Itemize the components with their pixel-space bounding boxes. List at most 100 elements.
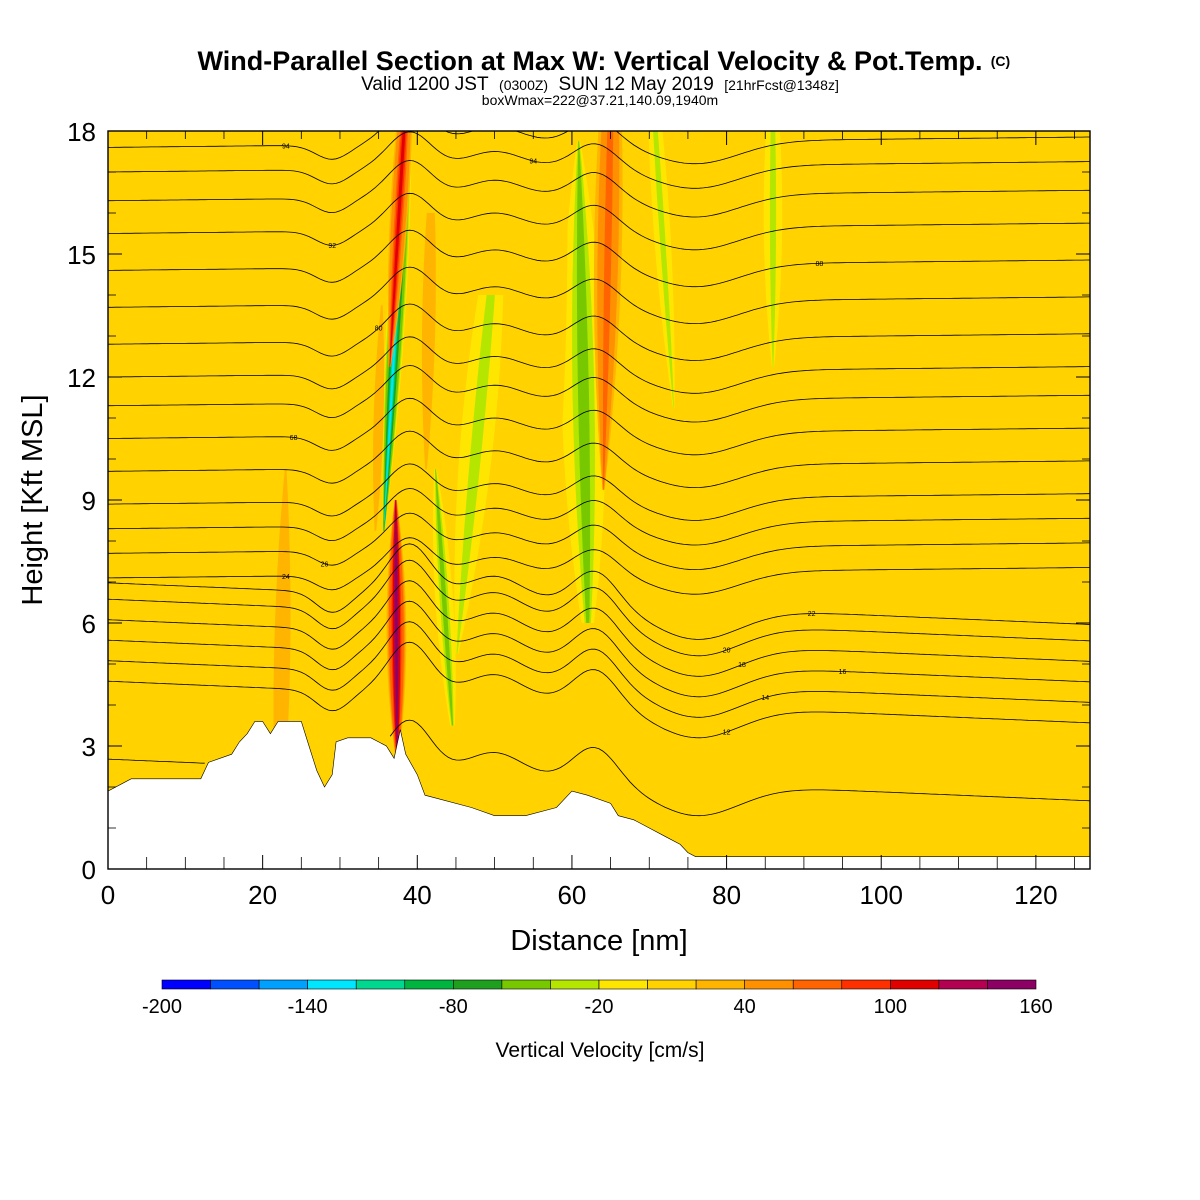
velocity-feature-updraft-2 — [387, 131, 412, 367]
theta-isoline — [108, 537, 1090, 595]
valid-date: SUN 12 May 2019 — [559, 74, 714, 95]
colorbar-swatch — [404, 979, 454, 990]
velocity-feature-updraft-11 — [373, 305, 385, 531]
colorbar-swatch — [647, 979, 697, 990]
isoline-label: 18 — [738, 662, 746, 669]
theta-isoline — [108, 488, 1090, 546]
isoline-label: 16 — [839, 669, 847, 676]
x-tick-label: 100 — [860, 880, 903, 910]
theta-isoline — [108, 641, 1090, 739]
y-tick-label: 3 — [82, 732, 96, 762]
theta-isolines: 12 14 16 18 20 22 24 26 68 80 88 92 94 94 — [108, 131, 1090, 817]
isoline-label: 24 — [282, 574, 290, 581]
colorbar — [161, 979, 1037, 990]
theta-isoline — [108, 430, 1090, 488]
velocity-band — [553, 141, 568, 531]
velocity-feature-updraft-7 — [594, 131, 623, 490]
theta-isoline — [108, 131, 1090, 165]
x-tick-label: 80 — [712, 880, 741, 910]
colorbar-swatch — [744, 979, 794, 990]
theta-isoline — [108, 543, 1090, 640]
y-tick-label: 6 — [82, 609, 96, 639]
isoline-label: 12 — [723, 730, 731, 737]
isoline-label: 80 — [375, 326, 383, 333]
colorbar-swatch — [938, 979, 988, 990]
y-tick-label: 18 — [67, 117, 96, 147]
colorbar-swatch — [987, 979, 1037, 990]
theta-isoline — [108, 266, 1090, 324]
colorbar-swatch — [307, 979, 357, 990]
velocity-band — [273, 469, 291, 746]
valid-utc: (0300Z) — [499, 77, 548, 93]
velocity-feature-updraft-4 — [421, 213, 436, 470]
theta-isoline — [108, 397, 1090, 456]
isoline-label: 26 — [321, 561, 329, 568]
colorbar-swatch — [501, 979, 551, 990]
velocity-band — [424, 213, 433, 470]
isoline-label: 22 — [808, 611, 816, 618]
box-max-info: boxWmax=222@37.21,140.09,1940m — [482, 92, 718, 108]
isoline-label: 94 — [282, 143, 290, 150]
velocity-band — [389, 131, 406, 367]
theta-isoline — [108, 512, 1090, 570]
x-tick-label: 40 — [403, 880, 432, 910]
y-tick-label: 9 — [82, 486, 96, 516]
theta-isoline — [108, 463, 1090, 521]
isoline-label: 20 — [723, 648, 731, 655]
y-tick-label: 15 — [67, 240, 96, 270]
colorbar-swatch — [792, 979, 843, 990]
velocity-feature-updraft-13 — [858, 387, 874, 849]
theta-isoline — [108, 365, 1090, 423]
velocity-band — [395, 510, 398, 757]
velocity-feature-updraft-0 — [386, 500, 407, 767]
colorbar-swatch — [258, 979, 308, 990]
y-axis-title: Height [Kft MSL] — [17, 394, 49, 605]
theta-isoline — [108, 303, 1090, 361]
colorbar-swatch — [355, 979, 406, 990]
colorbar-tick-label: -140 — [288, 996, 328, 1018]
forecast-info: [21hrFcst@1348z] — [724, 77, 839, 93]
theta-isoline — [108, 192, 1090, 251]
theta-isoline — [108, 559, 1090, 657]
x-tick-label: 20 — [248, 880, 277, 910]
isoline-label: 92 — [328, 243, 336, 250]
velocity-feature-downdraft-8 — [648, 131, 675, 408]
colorbar-swatch — [453, 979, 503, 990]
copyright-mark: (C) — [991, 53, 1010, 69]
x-axis-title: Distance [nm] — [510, 925, 687, 957]
colorbar-swatch — [695, 979, 745, 990]
y-tick-label: 12 — [67, 363, 96, 393]
velocity-feature-downdraft-9 — [763, 131, 783, 367]
valid-time-line: Valid 1200 JST (0300Z) SUN 12 May 2019 [… — [361, 74, 839, 95]
velocity-band — [653, 131, 674, 408]
valid-time: Valid 1200 JST — [361, 74, 489, 95]
isoline-label: 14 — [761, 695, 769, 702]
isoline-label: 88 — [815, 261, 823, 268]
terrain — [108, 721, 1090, 869]
theta-isoline — [108, 131, 1090, 189]
colorbar-tick-label: -80 — [439, 996, 468, 1018]
velocity-band — [576, 141, 591, 624]
colorbar-tick-label: -200 — [142, 996, 182, 1018]
theta-isoline — [108, 160, 1090, 218]
theta-isoline — [108, 621, 1090, 718]
colorbar-tick-label: -20 — [585, 996, 614, 1018]
x-tick-label: 120 — [1014, 880, 1057, 910]
plot-area: 12 14 16 18 20 22 24 26 68 80 88 92 94 94 — [108, 131, 1090, 869]
colorbar-tick-label: 40 — [734, 996, 756, 1018]
theta-isoline — [108, 580, 1090, 677]
axis-ticks — [107, 130, 1090, 870]
y-tick-label: 0 — [82, 855, 96, 885]
colorbar-tick-label: 160 — [1019, 996, 1052, 1018]
velocity-band — [1036, 387, 1051, 828]
isoline-label: 68 — [290, 435, 298, 442]
velocity-band — [373, 305, 385, 531]
colorbar-swatch — [210, 979, 260, 990]
chart-title: Wind-Parallel Section at Max W: Vertical… — [198, 46, 983, 76]
colorbar-tick-label: 100 — [874, 996, 907, 1018]
theta-isoline — [108, 336, 1090, 394]
colorbar-swatch — [890, 979, 940, 990]
velocity-feature-updraft-14 — [1036, 387, 1051, 828]
colorbar-swatch — [161, 979, 211, 990]
